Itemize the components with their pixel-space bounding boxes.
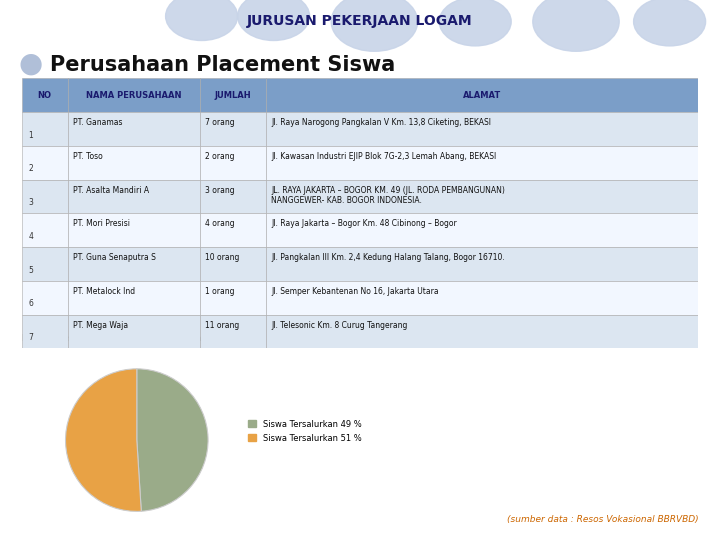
Text: PT. Mori Presisi: PT. Mori Presisi [73, 219, 130, 228]
Text: Jl. Telesonic Km. 8 Curug Tangerang: Jl. Telesonic Km. 8 Curug Tangerang [271, 321, 408, 329]
Text: (sumber data : Resos Vokasional BBRVBD): (sumber data : Resos Vokasional BBRVBD) [507, 515, 698, 524]
Text: Jl. Kawasan Industri EJIP Blok 7G-2,3 Lemah Abang, BEKASI: Jl. Kawasan Industri EJIP Blok 7G-2,3 Le… [271, 152, 497, 161]
FancyBboxPatch shape [22, 247, 68, 281]
FancyBboxPatch shape [199, 247, 266, 281]
Wedge shape [66, 369, 141, 511]
Ellipse shape [331, 0, 418, 51]
FancyBboxPatch shape [22, 213, 68, 247]
Ellipse shape [238, 0, 310, 40]
Wedge shape [137, 369, 208, 511]
FancyBboxPatch shape [68, 78, 199, 112]
Text: PT. Metalock Ind: PT. Metalock Ind [73, 287, 135, 296]
FancyBboxPatch shape [22, 281, 68, 314]
Text: PT. Ganamas: PT. Ganamas [73, 118, 122, 127]
FancyBboxPatch shape [266, 314, 698, 348]
FancyBboxPatch shape [22, 179, 68, 213]
FancyBboxPatch shape [22, 146, 68, 179]
Text: 4: 4 [29, 232, 33, 241]
Text: PT. Toso: PT. Toso [73, 152, 103, 161]
FancyBboxPatch shape [199, 314, 266, 348]
Ellipse shape [634, 0, 706, 46]
Text: Jl. Pangkalan III Km. 2,4 Kedung Halang Talang, Bogor 16710.: Jl. Pangkalan III Km. 2,4 Kedung Halang … [271, 253, 505, 262]
Ellipse shape [439, 0, 511, 46]
Text: Jl. Semper Kebantenan No 16, Jakarta Utara: Jl. Semper Kebantenan No 16, Jakarta Uta… [271, 287, 439, 296]
Text: JL. RAYA JAKARTA – BOGOR KM. 49 (JL. RODA PEMBANGUNAN)
NANGGEWER- KAB. BOGOR IND: JL. RAYA JAKARTA – BOGOR KM. 49 (JL. ROD… [271, 186, 505, 205]
FancyBboxPatch shape [199, 78, 266, 112]
Text: Perusahaan Placement Siswa: Perusahaan Placement Siswa [50, 55, 396, 75]
FancyBboxPatch shape [68, 281, 199, 314]
FancyBboxPatch shape [266, 281, 698, 314]
FancyBboxPatch shape [68, 146, 199, 179]
Text: 1 orang: 1 orang [205, 287, 235, 296]
Legend: Siswa Tersalurkan 49 %, Siswa Tersalurkan 51 %: Siswa Tersalurkan 49 %, Siswa Tersalurka… [244, 416, 365, 446]
Text: 3: 3 [29, 198, 33, 207]
FancyBboxPatch shape [68, 314, 199, 348]
FancyBboxPatch shape [22, 112, 68, 146]
FancyBboxPatch shape [68, 112, 199, 146]
Text: JUMLAH: JUMLAH [215, 91, 251, 100]
FancyBboxPatch shape [22, 78, 68, 112]
Text: 3 orang: 3 orang [205, 186, 235, 194]
Text: 7 orang: 7 orang [205, 118, 235, 127]
FancyBboxPatch shape [22, 314, 68, 348]
FancyBboxPatch shape [266, 247, 698, 281]
Text: 11 orang: 11 orang [205, 321, 239, 329]
Text: PT. Asalta Mandiri A: PT. Asalta Mandiri A [73, 186, 149, 194]
Text: 2 orang: 2 orang [205, 152, 235, 161]
Text: Persentase Siswa Jurusan Pekerjaan Logam: Persentase Siswa Jurusan Pekerjaan Logam [22, 334, 245, 343]
FancyBboxPatch shape [266, 112, 698, 146]
Text: PT. Mega Waja: PT. Mega Waja [73, 321, 128, 329]
Text: PT. Guna Senaputra S: PT. Guna Senaputra S [73, 253, 156, 262]
Text: 7: 7 [29, 333, 33, 342]
Text: Jl. Raya Narogong Pangkalan V Km. 13,8 Ciketing, BEKASI: Jl. Raya Narogong Pangkalan V Km. 13,8 C… [271, 118, 491, 127]
Text: 2: 2 [29, 165, 33, 173]
FancyBboxPatch shape [266, 179, 698, 213]
Text: NO: NO [37, 91, 52, 100]
Text: 5: 5 [29, 266, 33, 275]
Text: ●: ● [18, 50, 42, 78]
FancyBboxPatch shape [199, 146, 266, 179]
FancyBboxPatch shape [199, 213, 266, 247]
Ellipse shape [166, 0, 238, 40]
FancyBboxPatch shape [199, 281, 266, 314]
FancyBboxPatch shape [68, 247, 199, 281]
Text: 1: 1 [29, 131, 33, 140]
FancyBboxPatch shape [199, 112, 266, 146]
FancyBboxPatch shape [68, 179, 199, 213]
FancyBboxPatch shape [266, 78, 698, 112]
Text: JURUSAN PEKERJAAN LOGAM: JURUSAN PEKERJAAN LOGAM [247, 14, 473, 28]
Text: NAMA PERUSAHAAN: NAMA PERUSAHAAN [86, 91, 181, 100]
Text: 4 orang: 4 orang [205, 219, 235, 228]
Ellipse shape [533, 0, 619, 51]
Text: Jl. Raya Jakarta – Bogor Km. 48 Cibinong – Bogor: Jl. Raya Jakarta – Bogor Km. 48 Cibinong… [271, 219, 457, 228]
Text: 6: 6 [29, 300, 33, 308]
FancyBboxPatch shape [266, 213, 698, 247]
Text: ALAMAT: ALAMAT [463, 91, 501, 100]
FancyBboxPatch shape [266, 146, 698, 179]
FancyBboxPatch shape [68, 213, 199, 247]
Text: 10 orang: 10 orang [205, 253, 239, 262]
FancyBboxPatch shape [199, 179, 266, 213]
